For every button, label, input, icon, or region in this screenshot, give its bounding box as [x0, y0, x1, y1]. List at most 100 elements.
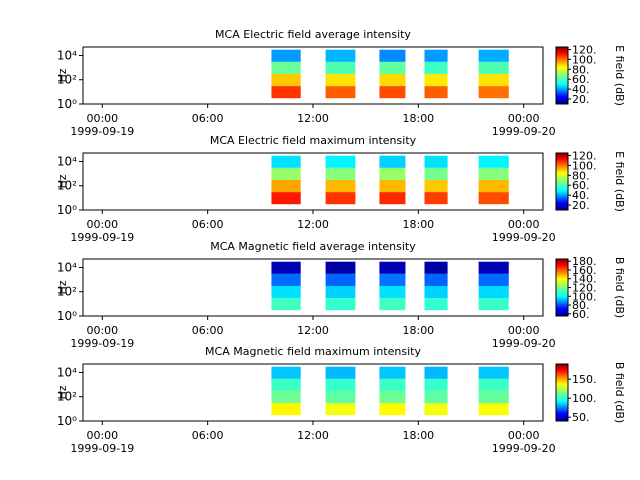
x-tick-label: 00:00 [508, 112, 540, 125]
y-tick-label: 10² [57, 73, 77, 87]
colorbar-tick-label: 60. [572, 308, 590, 321]
colorbar-tick-label: 80. [572, 299, 590, 312]
spectrogram-cell [325, 390, 356, 404]
spectrogram-cell [424, 378, 448, 391]
x-tick-label: 1999-09-20 [492, 231, 556, 244]
x-tick-label: 06:00 [192, 218, 224, 231]
spectrogram-cell [424, 49, 448, 62]
colorbar-tick-label: 20. [572, 199, 590, 212]
x-tick-label: 00:00 [508, 218, 540, 231]
colorbar-tick-label: 120. [572, 282, 597, 295]
spectrogram-cell [325, 366, 356, 379]
x-tick-label: 1999-09-19 [70, 442, 134, 455]
colorbar-tick-label: 20. [572, 93, 590, 106]
colorbar-tick-label: 100. [572, 159, 597, 172]
colorbar-tick-label: 80. [572, 169, 590, 182]
spectrogram-cell [424, 261, 448, 274]
y-axis-label: Hz [56, 280, 69, 294]
x-tick-label: 18:00 [402, 112, 434, 125]
spectrogram-cell [271, 61, 301, 74]
spectrogram-cell [379, 366, 406, 379]
spectrogram-cell [325, 61, 356, 74]
panel-title: MCA Magnetic field maximum intensity [205, 345, 421, 358]
x-tick-label: 1999-09-20 [492, 337, 556, 350]
colorbar-tick-label: 100. [572, 392, 597, 405]
colorbar [555, 46, 569, 105]
plot-frame [82, 258, 544, 317]
y-tick-label: 10² [57, 390, 77, 404]
x-tick-label: 18:00 [402, 324, 434, 337]
spectrogram-cell [424, 61, 448, 74]
y-tick-label: 10⁴ [57, 365, 77, 379]
spectrogram-cell [379, 49, 406, 62]
x-tick-label: 18:00 [402, 218, 434, 231]
x-tick-label: 00:00 [508, 429, 540, 442]
colorbar-label: E field (dB) [613, 151, 626, 212]
spectrogram-cell [379, 390, 406, 404]
spectrogram-cell [478, 366, 509, 379]
spectrogram-cell [379, 298, 406, 311]
spectrogram-cell [271, 73, 301, 87]
spectrogram-cell [379, 86, 406, 99]
spectrogram-cell [325, 155, 356, 168]
y-axis-label: Hz [56, 174, 69, 188]
spectrogram-cell [325, 273, 356, 286]
x-tick-label: 1999-09-19 [70, 125, 134, 138]
colorbar-tick-label: 40. [572, 189, 590, 202]
spectrogram-cell [379, 378, 406, 391]
spectrogram-cell [271, 403, 301, 416]
y-tick-label: 10⁰ [57, 414, 77, 428]
x-tick-label: 00:00 [86, 429, 118, 442]
spectrogram-cell [271, 179, 301, 193]
spectrogram-cell [271, 298, 301, 311]
x-tick-label: 00:00 [508, 324, 540, 337]
x-tick-label: 12:00 [297, 218, 329, 231]
spectrogram-cell [271, 261, 301, 274]
y-tick-label: 10⁴ [57, 154, 77, 168]
x-tick-label: 12:00 [297, 112, 329, 125]
spectrogram-cell [379, 403, 406, 416]
spectrogram-cell [271, 366, 301, 379]
spectrogram-cell [379, 73, 406, 87]
spectrogram-cell [271, 390, 301, 404]
colorbar-label: B field (dB) [613, 257, 626, 318]
y-tick-label: 10² [57, 179, 77, 193]
panel-title: MCA Magnetic field average intensity [210, 240, 416, 253]
spectrogram-cell [325, 179, 356, 193]
x-tick-label: 1999-09-19 [70, 231, 134, 244]
spectrogram-cell [478, 298, 509, 311]
spectrogram-cell [325, 261, 356, 274]
spectrogram-cell [379, 61, 406, 74]
x-tick-label: 1999-09-20 [492, 125, 556, 138]
colorbar-label: B field (dB) [613, 362, 626, 423]
spectrogram-cell [478, 192, 509, 205]
spectrogram-cell [325, 49, 356, 62]
spectrogram-cell [478, 261, 509, 274]
y-tick-label: 10⁴ [57, 260, 77, 274]
spectrogram-cell [325, 86, 356, 99]
spectrogram-cell [271, 192, 301, 205]
colorbar-tick-label: 80. [572, 63, 590, 76]
spectrogram-cell [424, 86, 448, 99]
spectrogram-cell [271, 273, 301, 286]
spectrogram-cell [325, 192, 356, 205]
colorbar [555, 258, 569, 317]
colorbar-tick-label: 180. [572, 255, 597, 268]
x-tick-label: 06:00 [192, 429, 224, 442]
spectrogram-cell [478, 273, 509, 286]
y-tick-label: 10⁴ [57, 48, 77, 62]
spectrogram-cell [271, 285, 301, 299]
spectrogram-cell [478, 179, 509, 193]
spectrogram-cell [424, 179, 448, 193]
spectrogram-cell [478, 86, 509, 99]
spectrogram-cell [379, 261, 406, 274]
spectrogram-cell [325, 403, 356, 416]
spectrogram-cell [478, 403, 509, 416]
x-tick-label: 06:00 [192, 112, 224, 125]
colorbar-tick-label: 40. [572, 83, 590, 96]
spectrogram-cell [478, 61, 509, 74]
spectrogram-cell [424, 73, 448, 87]
plot-frame [82, 152, 544, 211]
spectrogram-cell [271, 167, 301, 180]
